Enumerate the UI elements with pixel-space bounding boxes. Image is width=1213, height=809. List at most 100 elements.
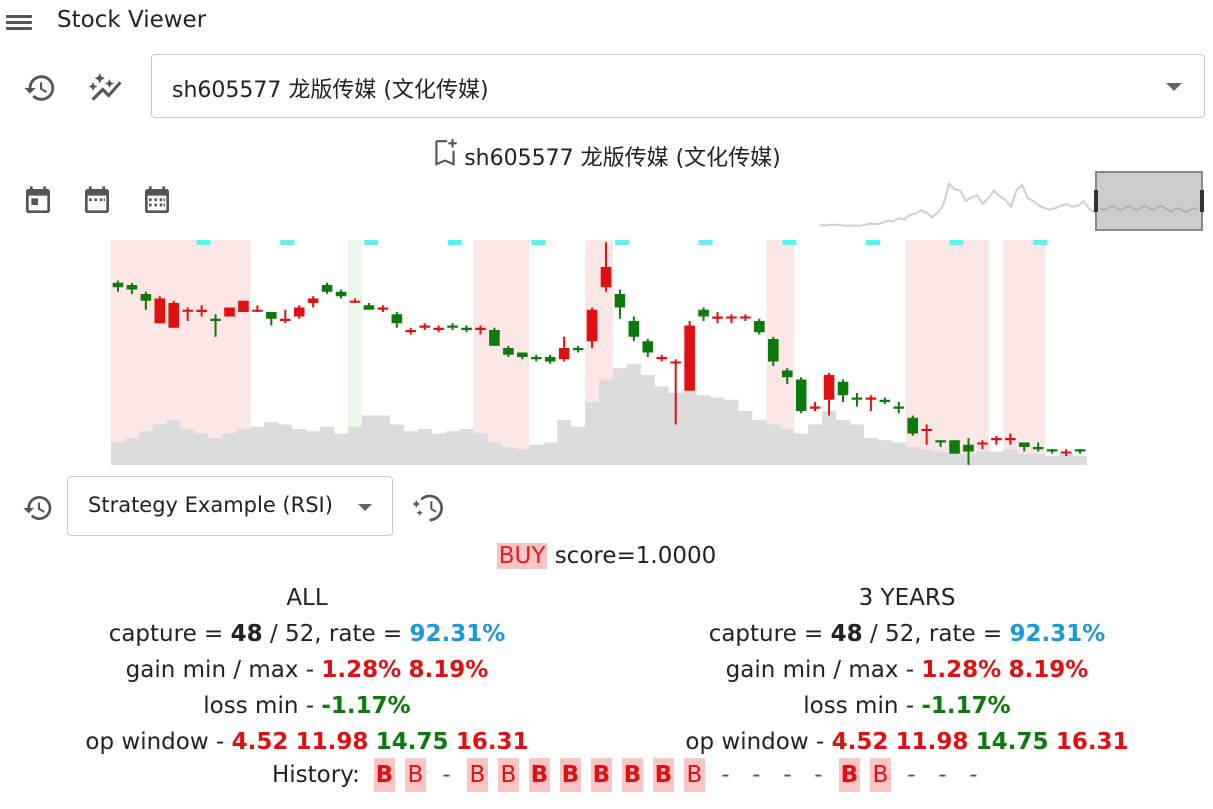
overview-line <box>820 181 1096 227</box>
stock-select-value: sh605577 龙版传媒 (文化传媒) <box>172 78 489 103</box>
strategy-history-icon[interactable] <box>20 490 56 526</box>
menu-icon[interactable] <box>6 12 34 34</box>
candle-body <box>1018 442 1030 447</box>
signal-highlight <box>905 240 990 465</box>
signal-marker <box>447 240 462 245</box>
op-window-row: op window - 4.52 11.98 14.75 16.31 <box>685 729 1129 755</box>
candle-body <box>767 339 779 362</box>
candlestick-chart[interactable] <box>111 240 1087 465</box>
capture-row: capture = 48 / 52, rate = 92.31% <box>108 621 506 647</box>
candle-body <box>517 352 528 357</box>
history-empty: - <box>752 762 761 788</box>
candle-body <box>726 316 737 319</box>
dropdown-arrow-icon <box>1166 83 1182 91</box>
gain-row: gain min / max - 1.28% 8.19% <box>125 657 489 683</box>
strategy-select[interactable]: Strategy Example (RSI) <box>67 476 393 536</box>
overview-chart[interactable] <box>820 168 1205 234</box>
candle-body <box>586 309 598 342</box>
calendar-today-icon[interactable] <box>20 183 56 219</box>
candle-body <box>754 321 765 333</box>
history-buy-mark: B <box>528 758 550 792</box>
strategy-select-value: Strategy Example (RSI) <box>88 493 333 517</box>
signal-marker <box>698 240 713 245</box>
capture-row: capture = 48 / 52, rate = 92.31% <box>708 621 1106 647</box>
signal-line: BUY score=1.0000 <box>0 543 1213 569</box>
history-buy-mark: B <box>559 758 581 792</box>
overview-window-line <box>1099 205 1199 213</box>
candle-body <box>433 327 444 330</box>
calendar-month-icon[interactable] <box>139 183 175 219</box>
signal-marker <box>280 240 295 245</box>
candle-body <box>112 282 124 288</box>
overview-handle-right[interactable] <box>1200 190 1204 212</box>
candle-body <box>363 305 375 310</box>
candle-body <box>628 321 640 337</box>
signal-score: score=1.0000 <box>554 543 717 569</box>
candle-body <box>795 379 807 411</box>
candle-body <box>168 303 180 328</box>
candle-body <box>447 325 458 328</box>
overview-handle-left[interactable] <box>1094 190 1098 212</box>
candle-body <box>558 348 570 360</box>
signal-marker <box>614 240 629 245</box>
candle-body <box>154 298 166 324</box>
history-buy-mark: B <box>838 758 860 792</box>
history-buy-mark: B <box>652 758 674 792</box>
signal-highlight-green <box>348 240 362 465</box>
history-buy-mark: B <box>497 758 519 792</box>
gain-row: gain min / max - 1.28% 8.19% <box>725 657 1089 683</box>
candle-body <box>419 325 431 328</box>
stock-title: sh605577 龙版传媒 (文化传媒) <box>0 138 1213 174</box>
candle-body <box>907 417 919 434</box>
history-icon[interactable] <box>22 70 58 106</box>
dropdown-arrow-icon <box>358 504 372 511</box>
stock-select[interactable]: sh605577 龙版传媒 (文化传媒) <box>151 54 1205 118</box>
history-empty: - <box>783 762 792 788</box>
candle-body <box>781 370 793 378</box>
signal-marker <box>782 240 797 245</box>
candle-body <box>182 309 193 312</box>
overview-window[interactable] <box>1095 171 1203 231</box>
candle-body <box>977 442 988 445</box>
magic-run-icon[interactable] <box>409 490 445 526</box>
auto-graph-icon[interactable] <box>87 70 123 106</box>
candle-body <box>1032 447 1044 450</box>
history-empty: - <box>814 762 823 788</box>
candle-body <box>740 316 751 319</box>
bookmark-add-icon[interactable] <box>432 138 458 174</box>
signal-marker <box>949 240 964 245</box>
loss-row: loss min - -1.17% <box>203 693 411 719</box>
history-buy-mark: B <box>373 758 395 792</box>
candle-body <box>1060 451 1072 454</box>
stock-title-text: sh605577 龙版传媒 (文化传媒) <box>464 146 781 171</box>
history-empty: - <box>442 762 451 788</box>
op-window-row: op window - 4.52 11.98 14.75 16.31 <box>85 729 529 755</box>
volume-area <box>111 363 1087 465</box>
candle-body <box>809 406 821 409</box>
history-buy-mark: B <box>466 758 488 792</box>
calendar-view-week-icon[interactable] <box>79 183 115 219</box>
stats-title: 3 YEARS <box>858 585 956 611</box>
candle-body <box>1005 438 1016 441</box>
candle-body <box>656 357 668 360</box>
candle-body <box>991 438 1002 441</box>
candle-body <box>307 298 319 303</box>
candle-body <box>461 327 472 330</box>
stats-all-panel: ALL capture = 48 / 52, rate = 92.31% gai… <box>7 580 607 760</box>
history-empty: - <box>969 762 978 788</box>
signal-marker <box>865 240 880 245</box>
app-title: Stock Viewer <box>57 7 207 33</box>
candle-body <box>642 341 654 353</box>
candle-body <box>1046 449 1058 452</box>
candle-body <box>963 444 974 452</box>
candle-body <box>224 307 235 317</box>
candle-body <box>865 397 877 400</box>
history-empty: - <box>907 762 916 788</box>
candle-body <box>405 330 417 333</box>
history-buy-mark: B <box>590 758 612 792</box>
candle-body <box>475 327 486 330</box>
candle-body <box>684 325 695 391</box>
stats-3years-panel: 3 YEARS capture = 48 / 52, rate = 92.31%… <box>607 580 1207 760</box>
candle-body <box>670 361 681 364</box>
